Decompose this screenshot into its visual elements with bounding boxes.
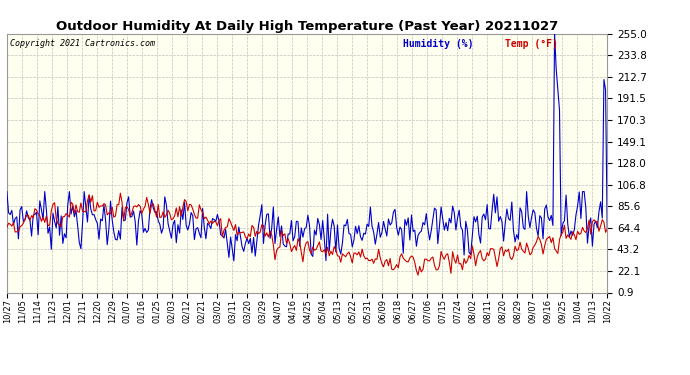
Text: Copyright 2021 Cartronics.com: Copyright 2021 Cartronics.com: [10, 39, 155, 48]
Title: Outdoor Humidity At Daily High Temperature (Past Year) 20211027: Outdoor Humidity At Daily High Temperatu…: [56, 20, 558, 33]
Text: Humidity (%): Humidity (%): [403, 39, 473, 49]
Text: Temp (°F): Temp (°F): [505, 39, 558, 49]
